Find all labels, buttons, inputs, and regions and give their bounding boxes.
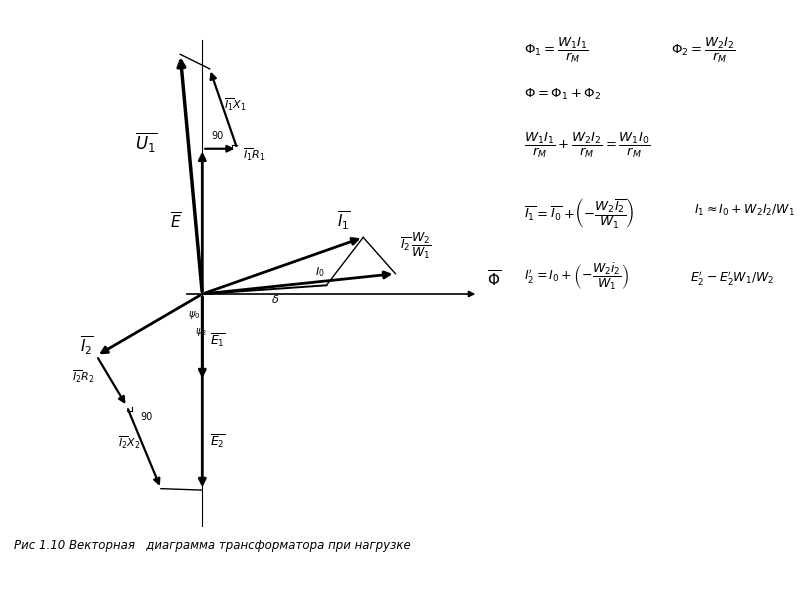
Text: $\overline{I_1}R_1$: $\overline{I_1}R_1$	[242, 147, 266, 163]
Text: $\overline{E_1}$: $\overline{E_1}$	[210, 331, 226, 349]
Text: $\overline{I_1} = \overline{I_0} + \!\left(-\dfrac{W_2\overline{I_2}}{W_1}\right: $\overline{I_1} = \overline{I_0} + \!\le…	[524, 196, 634, 230]
Text: $I_0$: $I_0$	[315, 265, 325, 279]
Text: 90: 90	[141, 412, 153, 422]
Text: $\overline{E_2}$: $\overline{E_2}$	[210, 433, 226, 451]
Text: $\overline{\Phi}$: $\overline{\Phi}$	[487, 269, 502, 290]
Text: $\overline{I_2}$: $\overline{I_2}$	[80, 334, 94, 357]
Text: 90: 90	[211, 131, 223, 141]
Text: Рис 1.10 Векторная   диаграмма трансформатора при нагрузке: Рис 1.10 Векторная диаграмма трансформат…	[14, 539, 410, 552]
Text: $\overline{U_1}$: $\overline{U_1}$	[135, 130, 158, 154]
Text: $\overline{I_2}R_2$: $\overline{I_2}R_2$	[72, 368, 94, 385]
Text: $\dfrac{W_1I_1}{r_M} + \dfrac{W_2I_2}{r_M} = \dfrac{W_1I_0}{r_M}$: $\dfrac{W_1I_1}{r_M} + \dfrac{W_2I_2}{r_…	[524, 131, 650, 160]
Text: $\delta$: $\delta$	[271, 293, 279, 305]
Text: $\Phi_1 = \dfrac{W_1I_1}{r_M}$: $\Phi_1 = \dfrac{W_1I_1}{r_M}$	[524, 36, 589, 65]
Text: $\overline{I_2}\,\dfrac{W_2}{W_1}$: $\overline{I_2}\,\dfrac{W_2}{W_1}$	[400, 230, 432, 260]
Text: $\overline{E}$: $\overline{E}$	[170, 211, 182, 232]
Text: $\psi_2$: $\psi_2$	[195, 326, 207, 338]
Text: $I_1 \approx I_0 + W_2I_2/W_1$: $I_1 \approx I_0 + W_2I_2/W_1$	[694, 203, 795, 218]
Text: $I_2' = I_0 + \left(-\dfrac{W_2i_2}{W_1}\right)$: $I_2' = I_0 + \left(-\dfrac{W_2i_2}{W_1}…	[524, 262, 629, 292]
Text: $\overline{I_1}X_1$: $\overline{I_1}X_1$	[224, 96, 246, 113]
Text: $\psi_0$: $\psi_0$	[187, 309, 200, 321]
Text: $\Phi_2 = \dfrac{W_2I_2}{r_M}$: $\Phi_2 = \dfrac{W_2I_2}{r_M}$	[671, 36, 736, 65]
Text: $\overline{I_2}X_2$: $\overline{I_2}X_2$	[118, 435, 141, 451]
Text: $\overline{I_1}$: $\overline{I_1}$	[338, 209, 351, 232]
Text: $E_2' - E_2'W_1/W_2$: $E_2' - E_2'W_1/W_2$	[690, 269, 774, 287]
Text: $\Phi = \Phi_1 + \Phi_2$: $\Phi = \Phi_1 + \Phi_2$	[524, 87, 602, 102]
